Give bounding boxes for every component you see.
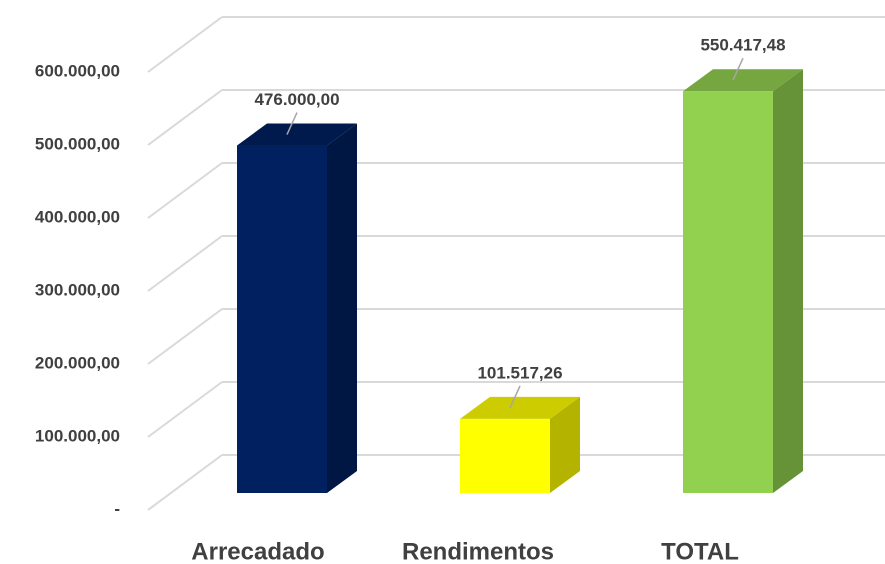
x-tick-label: TOTAL <box>661 538 739 564</box>
bar-side <box>773 69 803 493</box>
bar-side <box>550 396 580 493</box>
grid-line <box>147 89 223 146</box>
y-tick-label: 100.000,00 <box>35 426 120 445</box>
bar <box>460 418 550 493</box>
bar-top <box>683 69 803 92</box>
leader-line <box>509 385 521 409</box>
y-tick-label: 200.000,00 <box>35 353 120 372</box>
grid-line <box>147 235 223 292</box>
y-tick-label: 400.000,00 <box>35 207 120 226</box>
value-label: 550.417,48 <box>700 36 785 55</box>
bar-top <box>237 123 357 146</box>
bar <box>683 91 773 493</box>
grid-line <box>147 308 223 365</box>
y-tick-label: - <box>114 499 120 518</box>
x-tick-label: Rendimentos <box>402 538 554 564</box>
leader-line <box>286 112 298 135</box>
grid-line <box>147 454 223 511</box>
bar-top <box>460 396 580 419</box>
leader-line <box>732 57 744 81</box>
y-tick-label: 500.000,00 <box>35 134 120 153</box>
x-tick-label: Arrecadado <box>191 538 324 564</box>
y-tick-label: 300.000,00 <box>35 280 120 299</box>
bar <box>237 145 327 493</box>
grid-line <box>147 16 223 73</box>
y-tick-label: 600.000,00 <box>35 61 120 80</box>
value-label: 101.517,26 <box>477 363 562 382</box>
bar-side <box>327 123 357 494</box>
value-label: 476.000,00 <box>254 90 339 109</box>
grid-line <box>147 162 223 219</box>
grid-line <box>147 381 223 438</box>
